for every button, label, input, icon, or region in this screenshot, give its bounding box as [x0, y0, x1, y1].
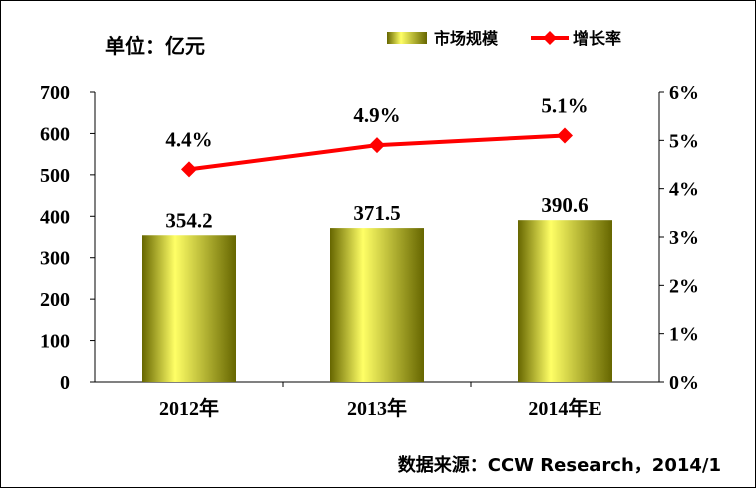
source-note: 数据来源：CCW Research，2014/1: [398, 454, 721, 476]
right-tick-label: 5%: [669, 130, 699, 152]
bar: [142, 235, 236, 382]
right-tick-label: 3%: [669, 227, 699, 249]
x-tick-label: 2012年: [159, 396, 219, 420]
left-tick-label: 700: [40, 82, 70, 104]
bar: [330, 228, 424, 382]
bar-value-label: 390.6: [541, 193, 588, 217]
growth-marker: [557, 127, 573, 144]
line-series: [181, 127, 573, 178]
bar: [518, 220, 612, 382]
axes: 0 100 200 300 400 500 600 700 0% 1% 2% 3% 4% 5% 6% 2012…: [40, 82, 699, 420]
legend-line-marker: [543, 31, 557, 45]
growth-value-label: 4.4%: [165, 127, 212, 151]
x-tick-label: 2013年: [347, 396, 407, 420]
bar-value-label: 354.2: [165, 208, 212, 232]
legend: 市场规模 增长率: [387, 29, 621, 48]
bar-series: [142, 220, 612, 382]
left-tick-label: 400: [40, 206, 70, 228]
growth-marker: [369, 137, 385, 154]
left-tick-label: 600: [40, 123, 70, 145]
legend-bar-swatch: [387, 32, 427, 44]
right-tick-label: 0%: [669, 372, 699, 394]
right-tick-label: 6%: [669, 82, 699, 104]
left-tick-label: 100: [40, 331, 70, 353]
bar-value-label: 371.5: [353, 201, 400, 225]
x-tick-label: 2014年E: [528, 396, 601, 420]
legend-bar-label: 市场规模: [434, 29, 499, 48]
right-tick-label: 1%: [669, 324, 699, 346]
unit-label: 单位：亿元: [105, 34, 205, 58]
legend-line-label: 增长率: [573, 29, 621, 48]
left-tick-label: 200: [40, 289, 70, 311]
data-labels: 354.2 371.5 390.6 4.4% 4.9% 5.1%: [165, 94, 588, 233]
right-tick-label: 4%: [669, 179, 699, 201]
right-tick-label: 2%: [669, 275, 699, 297]
growth-value-label: 5.1%: [541, 94, 588, 118]
left-tick-label: 500: [40, 165, 70, 187]
growth-value-label: 4.9%: [353, 103, 400, 127]
growth-marker: [181, 161, 197, 178]
left-tick-label: 0: [60, 372, 70, 394]
left-tick-label: 300: [40, 248, 70, 270]
